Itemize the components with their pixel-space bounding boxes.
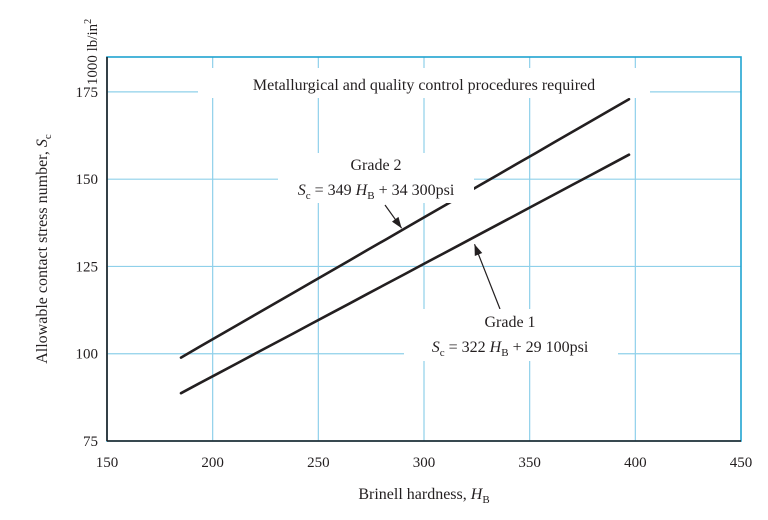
x-tick-label-250: 250 — [307, 455, 330, 471]
y-tick-label-75: 75 — [83, 434, 98, 450]
x-tick-label-300: 300 — [413, 455, 436, 471]
series-lines — [179, 97, 631, 395]
y-unit-label: 1000 lb/in2 — [83, 19, 101, 85]
series-line-grade-2 — [179, 97, 631, 359]
y-axis-title: Allowable contact stress number, Sc — [34, 134, 54, 364]
grade-1-label: Grade 1 — [484, 314, 535, 331]
grade-2-label-background — [278, 153, 474, 203]
grade-1-equation: Sc = 322 HB + 29 100psi — [432, 339, 589, 359]
x-tick-label-200: 200 — [201, 455, 224, 471]
annotation-arrows — [384, 204, 501, 310]
grade-2-label: Grade 2 — [350, 157, 401, 174]
axes — [106, 57, 741, 442]
grade-2-annotation: Grade 2 Sc = 349 HB + 34 300psi — [278, 153, 474, 203]
grid-lines — [107, 57, 741, 441]
y-tick-label-150: 150 — [76, 172, 99, 188]
chart-title: Metallurgical and quality control proced… — [253, 77, 595, 94]
y-tick-label-125: 125 — [76, 259, 99, 275]
grade-1-label-background — [404, 309, 618, 361]
grade-2-arrow-head — [391, 216, 402, 229]
x-tick-label-350: 350 — [518, 455, 541, 471]
grade-2-equation: Sc = 349 HB + 34 300psi — [298, 182, 455, 202]
y-tick-label-100: 100 — [76, 347, 99, 363]
x-tick-label-400: 400 — [624, 455, 647, 471]
tick-labels: 150 200 250 300 350 400 450 75 100 125 150 175 — [76, 85, 753, 471]
grade-1-arrow-head — [474, 244, 483, 256]
title-background — [198, 68, 650, 98]
x-tick-label-150: 150 — [96, 455, 119, 471]
x-axis-title: Brinell hardness, HB — [358, 486, 489, 506]
series-line-grade-1 — [179, 153, 631, 395]
grade-1-arrow-shaft — [473, 244, 501, 310]
grade-1-annotation: Grade 1 Sc = 322 HB + 29 100psi — [404, 309, 618, 361]
x-tick-label-450: 450 — [730, 455, 753, 471]
y-tick-label-175: 175 — [76, 85, 99, 101]
